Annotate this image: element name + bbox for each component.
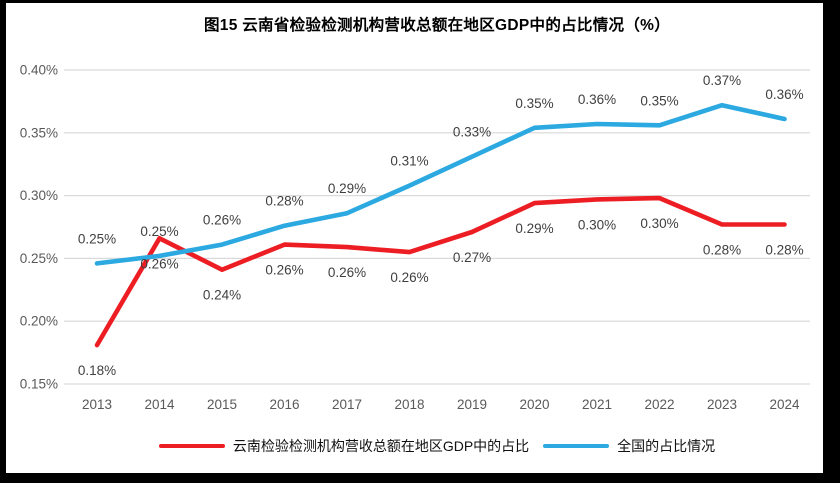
legend-label-yunnan: 云南检验检测机构营收总额在地区GDP中的占比 — [232, 438, 530, 454]
legend-item-national: 全国的占比情况 — [543, 436, 715, 456]
legend-label-national: 全国的占比情况 — [617, 438, 716, 454]
legend-item-yunnan: 云南检验检测机构营收总额在地区GDP中的占比 — [158, 436, 530, 456]
chart-legend: 云南检验检测机构营收总额在地区GDP中的占比 全国的占比情况 — [64, 436, 810, 456]
national-line-swatch-icon — [543, 443, 610, 449]
chart-title: 图15 云南省检验检测机构营收总额在地区GDP中的占比情况（%） — [203, 17, 671, 34]
chart-canvas — [6, 3, 823, 473]
yunnan-line-swatch-icon — [158, 443, 225, 449]
